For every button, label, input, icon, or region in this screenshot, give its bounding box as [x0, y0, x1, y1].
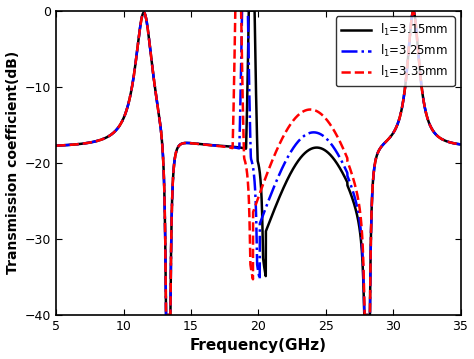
- l$_1$=3.15mm: [226, 144, 232, 149]
- l$_1$=3.25mm: [54, 144, 59, 148]
- l$_1$=3.25mm: [450, 141, 456, 145]
- l$_1$=3.15mm: [54, 144, 59, 148]
- l$_1$=3.25mm: [163, 313, 169, 317]
- Line: l$_1$=3.15mm: l$_1$=3.15mm: [56, 10, 461, 315]
- Line: l$_1$=3.25mm: l$_1$=3.25mm: [56, 10, 461, 315]
- l$_1$=3.35mm: [458, 142, 464, 146]
- l$_1$=3.15mm: [209, 143, 214, 147]
- l$_1$=3.35mm: [163, 313, 169, 317]
- l$_1$=3.15mm: [124, 108, 129, 113]
- l$_1$=3.35mm: [232, 8, 238, 13]
- l$_1$=3.35mm: [226, 145, 232, 150]
- l$_1$=3.25mm: [209, 143, 214, 147]
- l$_1$=3.25mm: [406, 41, 412, 45]
- l$_1$=3.25mm: [100, 137, 105, 141]
- l$_1$=3.35mm: [209, 143, 214, 148]
- l$_1$=3.15mm: [406, 41, 412, 45]
- l$_1$=3.15mm: [163, 313, 169, 317]
- l$_1$=3.15mm: [100, 137, 105, 141]
- l$_1$=3.25mm: [226, 145, 232, 149]
- l$_1$=3.15mm: [458, 142, 464, 146]
- l$_1$=3.35mm: [450, 141, 456, 145]
- Y-axis label: Transmission coefficient(dB): Transmission coefficient(dB): [6, 51, 19, 274]
- l$_1$=3.15mm: [450, 141, 456, 145]
- X-axis label: Frequency(GHz): Frequency(GHz): [190, 339, 327, 354]
- Line: l$_1$=3.35mm: l$_1$=3.35mm: [56, 10, 461, 315]
- l$_1$=3.35mm: [54, 144, 59, 148]
- l$_1$=3.35mm: [406, 41, 412, 45]
- l$_1$=3.25mm: [458, 142, 464, 146]
- l$_1$=3.35mm: [124, 108, 129, 113]
- l$_1$=3.35mm: [100, 137, 105, 141]
- l$_1$=3.25mm: [239, 8, 245, 13]
- l$_1$=3.25mm: [124, 108, 129, 113]
- Legend: l$_1$=3.15mm, l$_1$=3.25mm, l$_1$=3.35mm: l$_1$=3.15mm, l$_1$=3.25mm, l$_1$=3.35mm: [336, 17, 455, 86]
- l$_1$=3.15mm: [246, 8, 252, 13]
